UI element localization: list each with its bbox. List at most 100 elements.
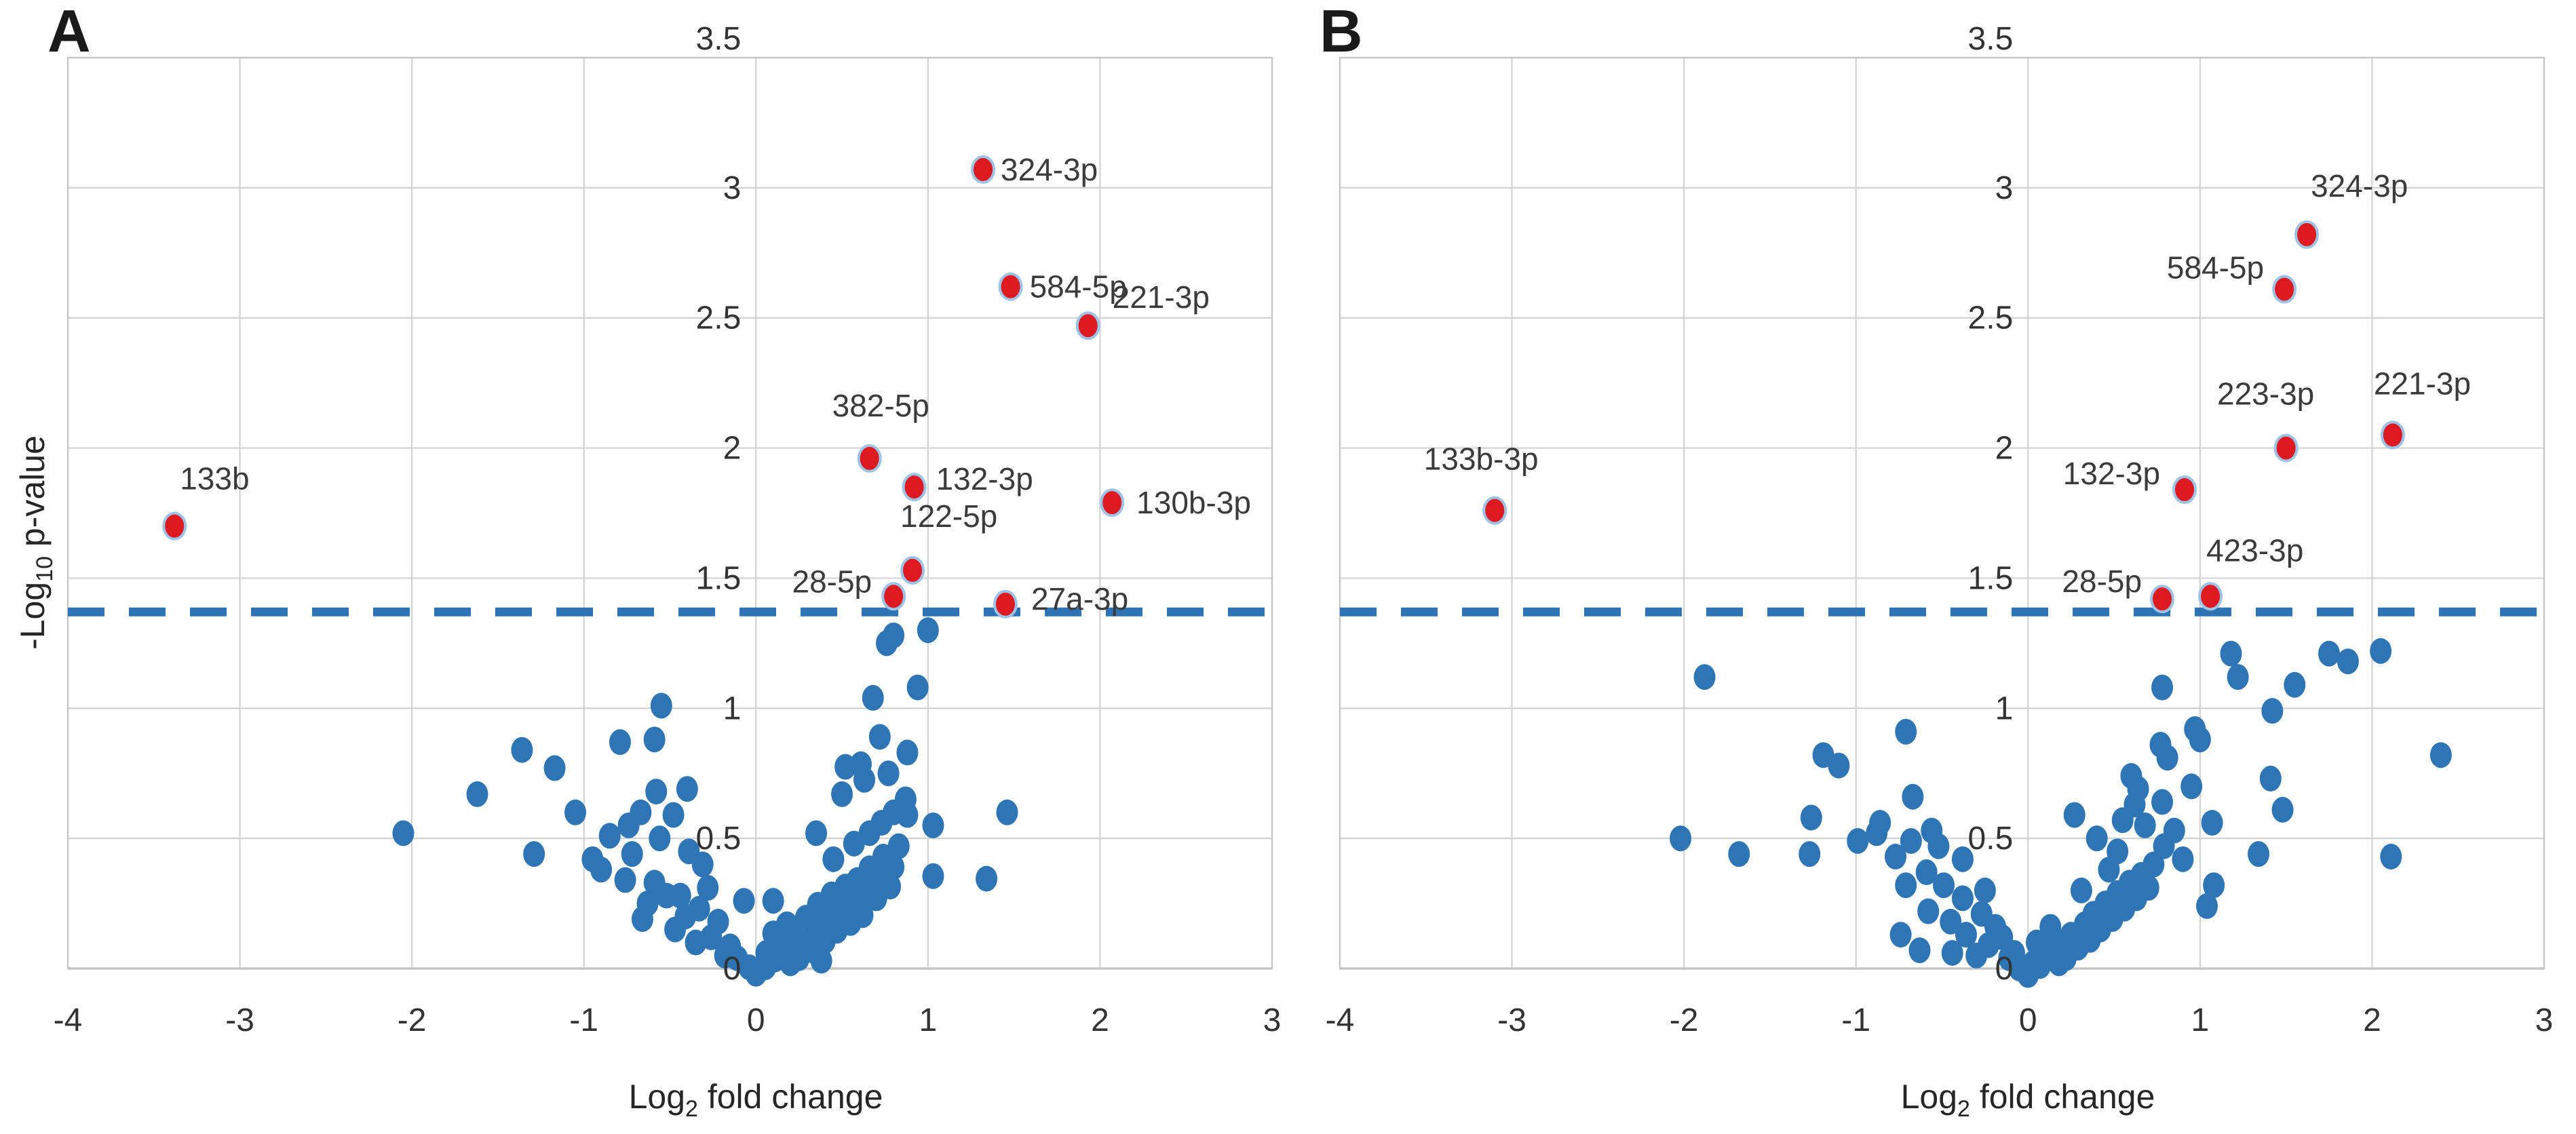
data-point-nonsignificant <box>1917 898 1940 924</box>
x-axis-title-a: Log2 fold change <box>247 1077 1265 1122</box>
significant-point-label: 221-3p <box>2374 366 2471 401</box>
data-point-nonsignificant <box>1693 664 1716 690</box>
y-tick-label: 3 <box>723 170 742 206</box>
data-point-nonsignificant <box>1955 922 1977 948</box>
y-tick-label: 3.5 <box>1968 21 2014 57</box>
data-point-nonsignificant <box>868 724 891 750</box>
data-point-nonsignificant <box>2070 877 2092 903</box>
data-point-nonsignificant <box>2134 812 2156 838</box>
data-point-nonsignificant <box>2151 674 2174 701</box>
significant-point-label: 28-5p <box>792 564 872 599</box>
x-axis-title-a-pre: Log <box>628 1078 686 1116</box>
data-point-significant <box>2172 475 2197 504</box>
data-point-nonsignificant <box>2318 640 2341 667</box>
data-point-nonsignificant <box>707 908 729 935</box>
data-point-significant <box>881 582 906 611</box>
x-tick-label: 1 <box>919 1002 938 1038</box>
data-point-nonsignificant <box>650 692 672 719</box>
data-point-nonsignificant <box>1670 825 1692 852</box>
data-point-nonsignificant <box>896 739 919 766</box>
significant-point-label: 584-5p <box>2167 250 2264 286</box>
y-tick-label: 3 <box>1995 170 2014 206</box>
significant-point-label: 324-3p <box>1001 152 1098 187</box>
x-tick-label: 3 <box>1263 1002 1282 1038</box>
x-tick-label: 0 <box>2019 1002 2037 1038</box>
data-point-nonsignificant <box>2163 817 2185 844</box>
data-point-nonsignificant <box>887 833 910 859</box>
significant-point-label: 122-5p <box>900 498 997 534</box>
y-tick-label: 0 <box>723 951 742 987</box>
data-point-nonsignificant <box>2142 851 2165 878</box>
data-point-nonsignificant <box>511 737 533 763</box>
data-point-significant <box>1075 311 1100 340</box>
data-point-nonsignificant <box>1908 937 1931 964</box>
data-point-nonsignificant <box>1869 810 1891 836</box>
y-tick-label: 3.5 <box>696 21 742 57</box>
data-point-significant <box>857 444 882 473</box>
y-tick-label: 2 <box>723 431 742 467</box>
data-point-nonsignificant <box>2180 773 2203 800</box>
significant-point-label: 382-5p <box>832 388 929 423</box>
data-point-nonsignificant <box>2189 726 2211 753</box>
x-tick-label: 2 <box>2363 1002 2381 1038</box>
significant-point-label: 324-3p <box>2311 168 2408 203</box>
data-point-nonsignificant <box>598 823 621 849</box>
data-point-nonsignificant <box>853 766 876 793</box>
data-point-nonsignificant <box>2063 802 2085 828</box>
data-point-nonsignificant <box>2380 844 2402 870</box>
data-point-nonsignificant <box>1940 908 1962 935</box>
data-point-nonsignificant <box>1900 827 1922 854</box>
y-tick-label: 1 <box>723 690 742 726</box>
data-point-nonsignificant <box>630 799 652 825</box>
data-point-nonsignificant <box>2337 648 2359 675</box>
y-tick-label: 0 <box>1995 951 2014 987</box>
data-point-significant <box>971 155 995 184</box>
x-axis-title-b-sub: 2 <box>1957 1096 1970 1122</box>
y-axis-title-post: p-value <box>14 435 52 556</box>
x-tick-label: -4 <box>54 1002 83 1038</box>
data-point-nonsignificant <box>697 875 719 901</box>
significant-point-label: 130b-3p <box>1136 485 1251 520</box>
y-tick-label: 1.5 <box>696 560 742 596</box>
data-point-nonsignificant <box>922 863 944 889</box>
data-point-nonsignificant <box>2220 640 2242 667</box>
data-point-significant <box>993 589 1018 619</box>
data-point-significant <box>900 555 925 585</box>
data-point-nonsignificant <box>1728 841 1750 867</box>
x-tick-label: -1 <box>569 1002 598 1038</box>
data-point-significant <box>1100 488 1125 517</box>
data-point-nonsignificant <box>590 857 613 883</box>
data-point-significant <box>2380 421 2405 450</box>
x-tick-label: 2 <box>1091 1002 1109 1038</box>
x-tick-label: -1 <box>1841 1002 1870 1038</box>
significant-point-label: 223-3p <box>2217 376 2314 412</box>
data-point-significant <box>2198 582 2223 611</box>
data-point-nonsignificant <box>1941 939 1963 966</box>
data-point-nonsignificant <box>805 820 828 846</box>
significant-point-label: 133b <box>180 461 249 496</box>
panel-label-a: A <box>47 0 91 64</box>
data-point-nonsignificant <box>614 867 636 893</box>
x-axis-title-b: Log2 fold change <box>1519 1077 2537 1122</box>
x-axis-title-b-pre: Log <box>1900 1078 1958 1116</box>
y-tick-label: 2.5 <box>696 300 742 336</box>
data-point-nonsignificant <box>733 888 755 914</box>
x-axis-title-b-post: fold change <box>1969 1078 2155 1116</box>
data-point-nonsignificant <box>976 865 998 892</box>
data-point-nonsignificant <box>1902 783 1924 810</box>
data-point-nonsignificant <box>831 781 853 807</box>
data-point-nonsignificant <box>2156 745 2178 771</box>
x-tick-label: 1 <box>2191 1002 2210 1038</box>
data-point-nonsignificant <box>523 841 545 867</box>
data-point-nonsignificant <box>1828 752 1850 779</box>
y-tick-label: 1.5 <box>1968 560 2014 596</box>
data-point-nonsignificant <box>2151 789 2174 815</box>
data-point-nonsignificant <box>649 825 671 852</box>
data-point-nonsignificant <box>1933 872 1955 899</box>
data-point-nonsignificant <box>676 776 698 802</box>
data-point-nonsignificant <box>2261 698 2284 724</box>
data-point-nonsignificant <box>822 846 845 872</box>
data-point-nonsignificant <box>621 841 643 867</box>
data-point-nonsignificant <box>896 802 919 828</box>
data-point-nonsignificant <box>2248 841 2270 867</box>
